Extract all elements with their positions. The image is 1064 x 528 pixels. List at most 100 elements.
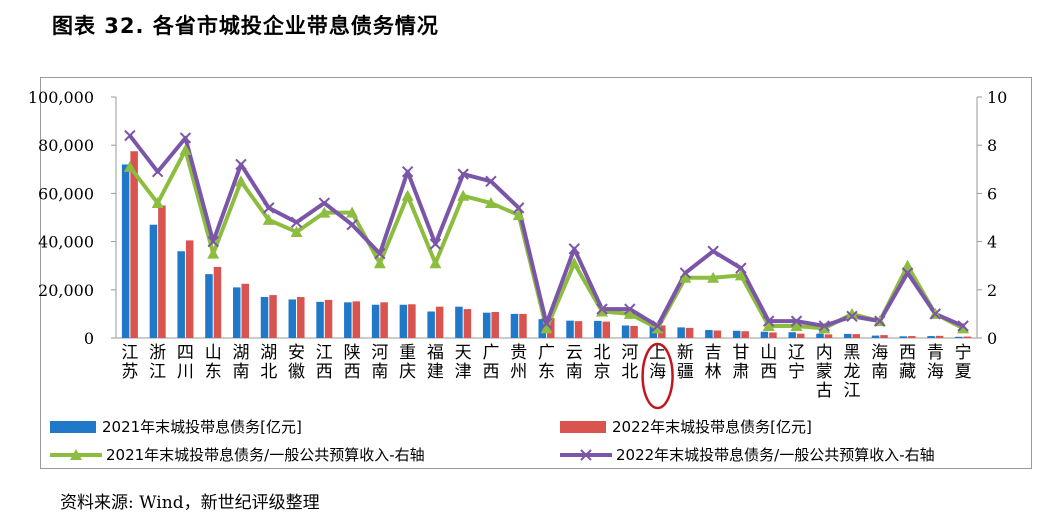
bar-2022	[435, 306, 444, 338]
marker-x	[124, 129, 136, 142]
bar-2021	[399, 304, 408, 338]
bar-2021	[844, 333, 852, 338]
legend-label: 2021年末城投带息债务/一般公共预算收入-右轴	[106, 446, 425, 464]
legend-swatch-line-purple	[560, 448, 612, 461]
marker-triangle	[734, 269, 747, 281]
bar-2022	[908, 336, 916, 338]
marker-x	[874, 315, 886, 327]
marker-triangle	[512, 209, 525, 221]
marker-triangle	[151, 197, 164, 209]
chart-frame	[40, 77, 1032, 469]
marker-x	[679, 267, 692, 279]
marker-triangle	[818, 322, 831, 334]
x-axis-category-label: 海南	[871, 343, 888, 382]
marker-triangle	[123, 160, 136, 172]
bar-2021	[232, 287, 241, 338]
marker-x	[818, 320, 830, 332]
bar-2022	[241, 283, 249, 338]
bar-2022	[630, 325, 638, 338]
marker-triangle	[234, 175, 247, 187]
bar-2021	[594, 320, 602, 338]
x-axis-category-label: 吉林	[705, 343, 722, 382]
marker-x	[957, 320, 969, 332]
marker-triangle	[290, 225, 303, 237]
bar-2021	[788, 332, 796, 338]
marker-triangle	[651, 322, 664, 334]
marker-triangle	[901, 259, 914, 271]
x-axis-category-label: 青海	[927, 343, 944, 382]
x-axis-category-label: 北京	[594, 343, 611, 382]
x-axis-category-label: 湖北	[260, 343, 277, 382]
marker-triangle	[207, 247, 220, 259]
marker-triangle	[457, 189, 470, 201]
bar-2021	[371, 304, 380, 338]
bar-2021	[510, 313, 519, 338]
x-axis-category-label: 山东	[205, 343, 222, 382]
marker-triangle	[957, 322, 970, 334]
legend-item-2021-ratio: 2021年末城投带息债务/一般公共预算收入-右轴	[50, 444, 425, 465]
bar-2022	[408, 304, 416, 338]
x-axis-category-label: 宁夏	[955, 343, 972, 382]
right-axis-tick-label: 10	[987, 88, 1007, 107]
bar-2022	[130, 151, 138, 338]
legend-item-2022-debt: 2022年末城投带息债务[亿元]	[560, 416, 812, 437]
x-axis-category-label: 安徽	[288, 343, 305, 382]
bar-2021	[177, 251, 185, 338]
x-axis-category-label: 广东	[538, 343, 555, 382]
bar-2022	[519, 313, 527, 338]
marker-x	[263, 202, 275, 214]
x-axis-category-label: 河南	[371, 343, 388, 382]
line-series-2021-ratio	[128, 148, 965, 331]
marker-x	[485, 175, 497, 188]
marker-x	[790, 315, 803, 327]
bar-2022	[213, 266, 222, 338]
bar-2021	[566, 320, 574, 338]
x-axis-category-label: 西藏	[899, 343, 916, 382]
marker-triangle	[373, 257, 386, 269]
x-axis-category-label: 上海	[649, 343, 666, 382]
x-axis-category-label: 山西	[760, 343, 777, 382]
marker-x	[596, 303, 608, 315]
marker-triangle	[846, 307, 859, 319]
legend-swatch-bar-blue	[50, 420, 96, 433]
bar-2021	[732, 330, 741, 338]
right-axis-tick-label: 0	[987, 329, 997, 348]
marker-x	[762, 315, 775, 327]
bar-2021	[344, 302, 352, 338]
bar-2022	[796, 333, 805, 338]
source-note: 资料来源: Wind，新世纪评级整理	[60, 493, 320, 513]
bar-2022	[297, 297, 305, 338]
marker-triangle	[679, 271, 692, 283]
marker-x	[401, 166, 414, 178]
marker-triangle	[790, 319, 803, 331]
line-series-2022-ratio	[128, 134, 964, 328]
marker-x	[513, 202, 525, 214]
marker-triangle	[179, 144, 192, 156]
marker-x	[901, 267, 914, 279]
bar-2022	[741, 331, 749, 338]
marker-x	[929, 308, 942, 320]
x-axis-category-label: 福建	[427, 343, 444, 382]
marker-x	[846, 310, 858, 323]
left-axis-tick-label: 0	[84, 329, 94, 348]
bar-2022	[463, 309, 472, 338]
marker-x	[429, 238, 442, 250]
bar-2022	[824, 334, 833, 338]
chart-title: 图表 32. 各省市城投企业带息债务情况	[52, 14, 439, 38]
right-axis-tick-label: 8	[987, 136, 997, 155]
legend-swatch-bar-red	[560, 420, 606, 433]
marker-x	[346, 219, 358, 231]
bar-2022	[769, 332, 777, 338]
bar-2021	[205, 274, 213, 338]
x-axis-category-label: 天津	[455, 343, 472, 382]
bar-2022	[324, 299, 333, 338]
bar-2022	[352, 301, 361, 338]
marker-x	[540, 317, 553, 330]
x-axis-category-label: 陕西	[344, 343, 361, 382]
marker-triangle	[707, 271, 720, 283]
x-axis-category-label: 江西	[316, 343, 333, 382]
x-axis-category-label: 湖南	[232, 343, 249, 382]
left-axis-tick-label: 40,000	[38, 233, 94, 252]
bar-2022	[491, 311, 499, 338]
marker-x	[151, 166, 164, 178]
